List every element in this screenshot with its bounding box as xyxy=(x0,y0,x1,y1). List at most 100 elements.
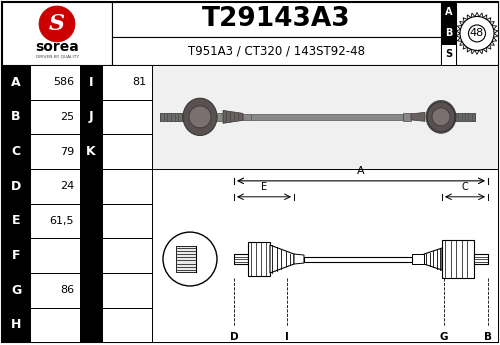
Polygon shape xyxy=(223,110,243,124)
Bar xyxy=(2,204,30,238)
Bar xyxy=(403,113,411,121)
Polygon shape xyxy=(294,254,304,264)
Bar xyxy=(248,241,270,276)
Polygon shape xyxy=(424,248,442,270)
Text: F: F xyxy=(12,249,20,262)
Text: DRIVEN BY QUALITY: DRIVEN BY QUALITY xyxy=(36,55,78,59)
Bar xyxy=(112,2,441,37)
Text: sorea: sorea xyxy=(35,40,79,54)
Text: B: B xyxy=(445,28,452,38)
Text: 48: 48 xyxy=(470,28,484,38)
Circle shape xyxy=(460,17,494,50)
Bar xyxy=(474,254,488,264)
Bar xyxy=(30,308,80,342)
Bar xyxy=(30,65,80,99)
Bar xyxy=(217,113,223,121)
Bar xyxy=(2,238,30,273)
Text: C: C xyxy=(462,182,468,192)
Bar xyxy=(2,308,30,342)
Text: S: S xyxy=(445,49,452,59)
Bar xyxy=(102,169,152,204)
Ellipse shape xyxy=(189,106,211,128)
Text: 86: 86 xyxy=(60,285,74,295)
Bar xyxy=(80,134,102,169)
Bar xyxy=(80,65,102,99)
Text: J: J xyxy=(88,110,94,124)
Text: T29143A3: T29143A3 xyxy=(202,6,351,32)
Bar xyxy=(30,169,80,204)
Text: E: E xyxy=(261,182,267,192)
Bar xyxy=(80,169,102,204)
Circle shape xyxy=(163,232,217,286)
Bar xyxy=(243,114,251,120)
Text: G: G xyxy=(11,284,21,297)
Bar xyxy=(2,2,112,65)
Bar xyxy=(176,246,196,272)
Text: I: I xyxy=(89,76,93,89)
Circle shape xyxy=(468,25,485,42)
Bar xyxy=(2,273,30,308)
Ellipse shape xyxy=(432,108,450,126)
Text: H: H xyxy=(11,318,21,332)
Text: T951A3 / CT320 / 143ST92-48: T951A3 / CT320 / 143ST92-48 xyxy=(188,44,365,57)
Text: 25: 25 xyxy=(60,112,74,122)
Polygon shape xyxy=(411,112,425,121)
Text: A: A xyxy=(445,8,452,18)
Bar xyxy=(102,273,152,308)
Bar xyxy=(2,169,30,204)
Text: E: E xyxy=(12,214,20,227)
Bar xyxy=(30,204,80,238)
Bar xyxy=(442,240,474,278)
Bar xyxy=(412,254,424,264)
Text: D: D xyxy=(230,332,238,342)
Text: B: B xyxy=(484,332,492,342)
Bar xyxy=(441,2,456,23)
Text: 24: 24 xyxy=(60,181,74,191)
Bar xyxy=(80,273,102,308)
Bar xyxy=(80,238,102,273)
Bar xyxy=(441,44,456,65)
Bar xyxy=(2,65,30,99)
Bar xyxy=(112,37,441,65)
Text: I: I xyxy=(285,332,289,342)
Text: G: G xyxy=(440,332,448,342)
Bar xyxy=(304,257,412,262)
Bar xyxy=(80,99,102,134)
Bar xyxy=(102,308,152,342)
Text: A: A xyxy=(357,166,365,176)
Bar xyxy=(102,238,152,273)
Bar xyxy=(456,2,498,65)
Bar xyxy=(102,204,152,238)
Bar xyxy=(102,99,152,134)
Bar xyxy=(251,114,403,120)
Text: C: C xyxy=(12,145,20,158)
Bar xyxy=(30,238,80,273)
Circle shape xyxy=(39,6,75,42)
Text: S: S xyxy=(49,13,65,35)
Text: 79: 79 xyxy=(60,147,74,157)
Bar xyxy=(30,273,80,308)
Bar xyxy=(80,204,102,238)
Polygon shape xyxy=(270,245,294,273)
Ellipse shape xyxy=(427,102,455,132)
Bar xyxy=(160,113,182,121)
Bar xyxy=(80,308,102,342)
Bar xyxy=(30,134,80,169)
Text: 81: 81 xyxy=(132,77,146,87)
Text: B: B xyxy=(11,110,21,124)
Bar xyxy=(441,23,456,44)
Text: 61,5: 61,5 xyxy=(50,216,74,226)
Bar xyxy=(152,169,498,342)
Bar xyxy=(2,134,30,169)
Text: A: A xyxy=(11,76,21,89)
Bar xyxy=(30,99,80,134)
Bar xyxy=(152,65,498,169)
Bar xyxy=(102,65,152,99)
Ellipse shape xyxy=(183,98,217,136)
Text: 586: 586 xyxy=(53,77,74,87)
Bar xyxy=(455,113,475,121)
Text: K: K xyxy=(86,145,96,158)
Bar xyxy=(234,254,248,264)
Text: D: D xyxy=(11,180,21,193)
Bar xyxy=(102,134,152,169)
